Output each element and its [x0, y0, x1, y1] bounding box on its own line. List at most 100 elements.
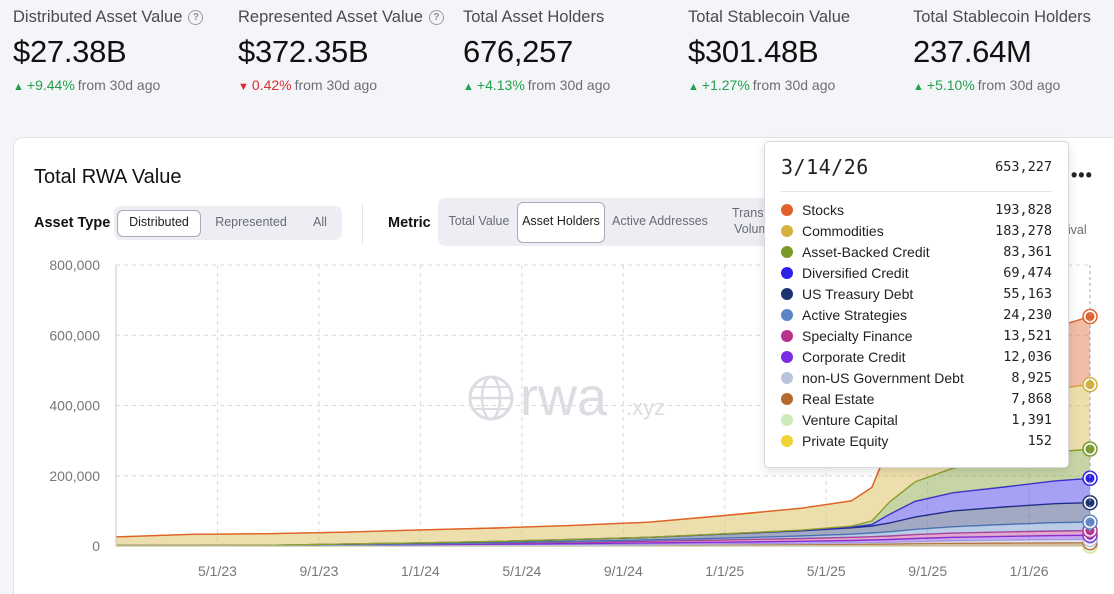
kpi-label: Total Stablecoin Value — [688, 8, 851, 26]
rwa-watermark: rwa .xyz — [468, 367, 665, 427]
tooltip-series-name: Stocks — [802, 201, 845, 218]
metric-asset-holders[interactable]: Asset Holders — [517, 201, 605, 243]
chart-markers — [1082, 265, 1098, 554]
tooltip-row: Diversified Credit 69,474 — [781, 262, 1052, 283]
kpi-label: Distributed Asset Value — [13, 8, 183, 26]
kpi-since: from 30d ago — [977, 77, 1061, 93]
legend-dot — [781, 266, 793, 279]
tooltip-row: Real Estate 7,868 — [781, 388, 1052, 409]
arrow-up-icon: ▲ — [13, 81, 24, 93]
help-icon[interactable]: ? — [188, 10, 204, 25]
area-corporate-credit — [116, 535, 1090, 546]
y-tick-label: 200,000 — [49, 468, 100, 484]
kpi-since: from 30d ago — [752, 77, 836, 93]
legend-dot — [781, 308, 793, 321]
x-tick-label: 1/1/26 — [1010, 563, 1049, 579]
area-specialty-finance — [116, 530, 1090, 546]
kpi-change: +9.44% — [26, 77, 75, 93]
tooltip-row: Specialty Finance 13,521 — [781, 325, 1052, 346]
kpi-distributed-asset-value: Distributed Asset Value? $27.38B ▲ +9.44%… — [13, 8, 238, 93]
more-options-icon[interactable]: ••• — [1071, 165, 1093, 185]
tooltip-series-name: non-US Government Debt — [802, 369, 964, 386]
kpi-value: $27.38B — [13, 34, 127, 69]
tooltip-series-name: Diversified Credit — [802, 264, 909, 281]
legend-dot — [781, 350, 793, 363]
asset-type-represented[interactable]: Represented — [215, 215, 287, 230]
x-tick-label: 5/1/25 — [807, 563, 846, 579]
tooltip-row: Venture Capital 1,391 — [781, 409, 1052, 430]
marker-dot-diversified-credit — [1085, 473, 1095, 483]
tooltip-series-name: Specialty Finance — [802, 327, 913, 344]
watermark-suffix: .xyz — [626, 395, 665, 420]
tooltip-series-value: 55,163 — [1003, 285, 1052, 302]
kpi-label: Represented Asset Value — [238, 8, 423, 26]
tooltip-series-value: 12,036 — [1003, 348, 1052, 365]
watermark-text: rwa — [520, 367, 608, 427]
arrow-up-icon: ▲ — [463, 81, 474, 93]
legend-dot — [781, 287, 793, 300]
kpi-change: +1.27% — [701, 77, 750, 93]
marker-dot-stocks — [1085, 312, 1095, 322]
kpi-value: 237.64M — [913, 34, 1032, 69]
asset-type-all[interactable]: All — [313, 215, 327, 230]
chart-axes: 0 200,000 400,000 600,000 800,000 5/1/23 9/1/2… — [49, 257, 1090, 579]
tooltip-series-name: Asset-Backed Credit — [802, 243, 930, 260]
arrow-up-icon: ▲ — [913, 81, 924, 93]
tooltip-series-name: Commodities — [802, 222, 884, 239]
area-real-estate — [116, 542, 1090, 546]
legend-dot — [781, 392, 793, 405]
x-tick-label: 5/1/24 — [502, 563, 541, 579]
tooltip-series-value: 183,278 — [995, 222, 1052, 239]
kpi-value: $301.48B — [688, 34, 819, 69]
tooltip-series-name: Private Equity — [802, 432, 889, 449]
tooltip-series-name: Real Estate — [802, 390, 875, 407]
tooltip-series-name: Active Strategies — [802, 306, 908, 323]
tooltip-series-value: 1,391 — [1011, 411, 1052, 428]
tooltip-list: Stocks 193,828 Commodities 183,278 Asset-B… — [781, 199, 1052, 451]
tooltip-series-value: 152 — [1027, 432, 1052, 449]
tooltip-row: Asset-Backed Credit 83,361 — [781, 241, 1052, 262]
tooltip-series-value: 8,925 — [1011, 369, 1052, 386]
tooltip-series-value: 24,230 — [1003, 306, 1052, 323]
y-tick-label: 0 — [92, 538, 100, 554]
tooltip-series-name: Corporate Credit — [802, 348, 906, 365]
legend-dot — [781, 224, 793, 237]
metric-active-addresses[interactable]: Active Addresses — [612, 214, 708, 229]
asset-type-distributed[interactable]: Distributed — [117, 209, 201, 237]
arrow-down-icon: ▼ — [238, 81, 249, 93]
chart-tooltip: 3/14/26 653,227 Stocks 193,828 Commoditie… — [764, 141, 1069, 468]
tooltip-series-value: 13,521 — [1003, 327, 1052, 344]
tooltip-row: Private Equity 152 — [781, 430, 1052, 451]
asset-type-toggle: Distributed Represented All — [114, 206, 342, 240]
legend-dot — [781, 434, 793, 447]
tooltip-row: US Treasury Debt 55,163 — [781, 283, 1052, 304]
tooltip-total: 653,227 — [995, 158, 1052, 175]
kpi-total-asset-holders: Total Asset Holders 676,257 ▲ +4.13% from … — [463, 8, 688, 93]
marker-dot-active-strategies — [1085, 517, 1095, 527]
kpi-represented-asset-value: Represented Asset Value? $372.35B ▼ 0.42%… — [238, 8, 463, 93]
kpi-value: 676,257 — [463, 34, 573, 69]
tooltip-row: Corporate Credit 12,036 — [781, 346, 1052, 367]
tooltip-series-value: 69,474 — [1003, 264, 1052, 281]
metric-total-value[interactable]: Total Value — [448, 214, 510, 229]
asset-type-label: Asset Type — [34, 215, 111, 231]
kpi-since: from 30d ago — [294, 77, 378, 93]
x-tick-label: 9/1/25 — [908, 563, 947, 579]
kpi-since: from 30d ago — [527, 77, 611, 93]
tooltip-row: non-US Government Debt 8,925 — [781, 367, 1052, 388]
kpi-change: +4.13% — [476, 77, 525, 93]
kpi-total-stablecoin-value: Total Stablecoin Value $301.48B ▲ +1.27% f… — [688, 8, 913, 93]
marker-dot-asset-backed-credit — [1085, 444, 1095, 454]
kpi-change: 0.42% — [251, 77, 292, 93]
legend-dot — [781, 203, 793, 216]
y-tick-label: 400,000 — [49, 398, 100, 414]
tooltip-series-name: US Treasury Debt — [802, 285, 914, 302]
kpi-since: from 30d ago — [77, 77, 161, 93]
kpi-row: Distributed Asset Value? $27.38B ▲ +9.44%… — [0, 0, 1114, 110]
x-tick-label: 1/1/25 — [705, 563, 744, 579]
kpi-label: Total Stablecoin Holders — [913, 8, 1091, 26]
area-us-treasury-debt — [116, 502, 1090, 546]
legend-dot — [781, 371, 793, 384]
legend-dot — [781, 329, 793, 342]
help-icon[interactable]: ? — [428, 10, 444, 25]
